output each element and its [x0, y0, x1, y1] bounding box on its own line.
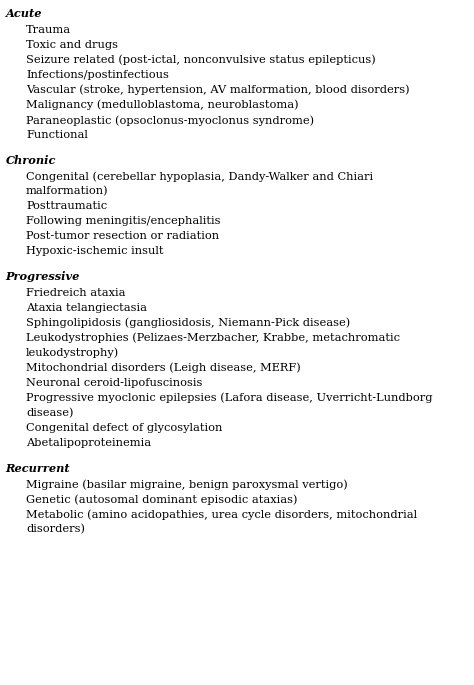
Text: Migraine (basilar migraine, benign paroxysmal vertigo): Migraine (basilar migraine, benign parox… [26, 479, 348, 490]
Text: malformation): malformation) [26, 186, 109, 197]
Text: Following meningitis/encephalitis: Following meningitis/encephalitis [26, 216, 220, 226]
Text: Infections/postinfectious: Infections/postinfectious [26, 70, 169, 80]
Text: Mitochondrial disorders (Leigh disease, MERF): Mitochondrial disorders (Leigh disease, … [26, 363, 301, 373]
Text: Posttraumatic: Posttraumatic [26, 201, 107, 211]
Text: disease): disease) [26, 408, 73, 419]
Text: Metabolic (amino acidopathies, urea cycle disorders, mitochondrial: Metabolic (amino acidopathies, urea cycl… [26, 510, 417, 520]
Text: Congenital (cerebellar hypoplasia, Dandy-Walker and Chiari: Congenital (cerebellar hypoplasia, Dandy… [26, 171, 373, 182]
Text: Functional: Functional [26, 130, 88, 140]
Text: Ataxia telangiectasia: Ataxia telangiectasia [26, 303, 147, 312]
Text: Post-tumor resection or radiation: Post-tumor resection or radiation [26, 232, 219, 241]
Text: Trauma: Trauma [26, 25, 71, 35]
Text: Progressive myoclonic epilepsies (Lafora disease, Uverricht-Lundborg: Progressive myoclonic epilepsies (Lafora… [26, 393, 433, 403]
Text: Abetalipoproteinemia: Abetalipoproteinemia [26, 438, 151, 448]
Text: Recurrent: Recurrent [6, 462, 70, 474]
Text: Malignancy (medulloblastoma, neuroblastoma): Malignancy (medulloblastoma, neuroblasto… [26, 100, 299, 110]
Text: Progressive: Progressive [6, 271, 80, 282]
Text: Hypoxic-ischemic insult: Hypoxic-ischemic insult [26, 247, 164, 256]
Text: Paraneoplastic (opsoclonus-myoclonus syndrome): Paraneoplastic (opsoclonus-myoclonus syn… [26, 115, 314, 125]
Text: Seizure related (post-ictal, nonconvulsive status epilepticus): Seizure related (post-ictal, nonconvulsi… [26, 55, 376, 65]
Text: leukodystrophy): leukodystrophy) [26, 348, 119, 358]
Text: Genetic (autosomal dominant episodic ataxias): Genetic (autosomal dominant episodic ata… [26, 495, 298, 505]
Text: Congenital defect of glycosylation: Congenital defect of glycosylation [26, 423, 222, 433]
Text: Friedreich ataxia: Friedreich ataxia [26, 288, 126, 298]
Text: Neuronal ceroid-lipofuscinosis: Neuronal ceroid-lipofuscinosis [26, 378, 202, 388]
Text: Vascular (stroke, hypertension, AV malformation, blood disorders): Vascular (stroke, hypertension, AV malfo… [26, 85, 410, 95]
Text: disorders): disorders) [26, 524, 85, 535]
Text: Sphingolipidosis (gangliosidosis, Niemann-Pick disease): Sphingolipidosis (gangliosidosis, Nieman… [26, 318, 350, 328]
Text: Toxic and drugs: Toxic and drugs [26, 40, 118, 50]
Text: Leukodystrophies (Pelizaes-Merzbacher, Krabbe, metachromatic: Leukodystrophies (Pelizaes-Merzbacher, K… [26, 333, 400, 343]
Text: Acute: Acute [6, 8, 42, 19]
Text: Chronic: Chronic [6, 155, 56, 166]
